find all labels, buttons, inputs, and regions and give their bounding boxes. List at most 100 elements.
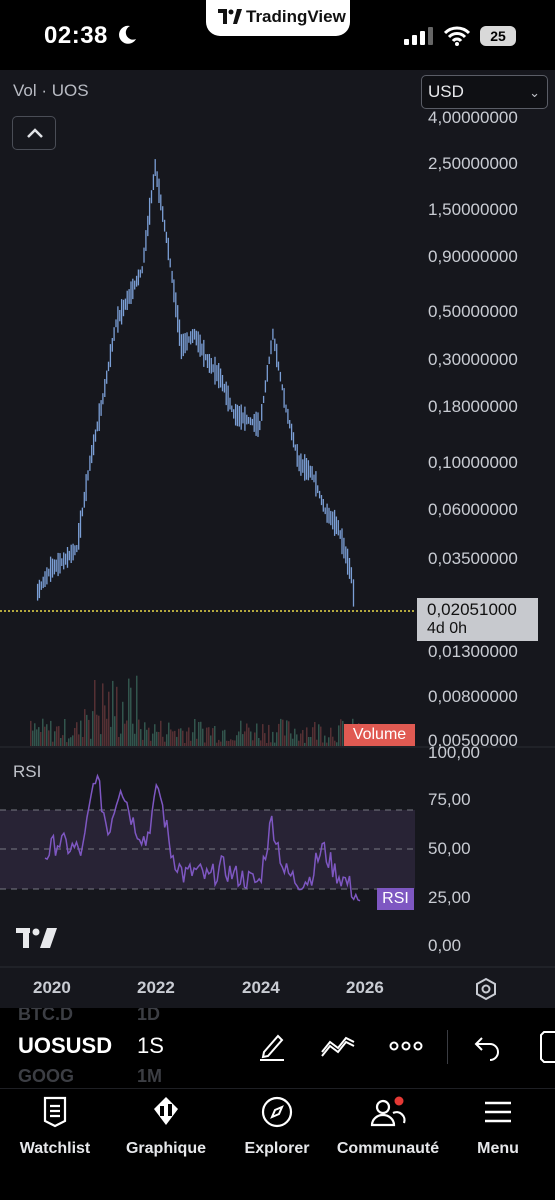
volume-bar bbox=[274, 742, 276, 746]
nav-graphique[interactable]: Graphique bbox=[116, 1095, 216, 1158]
volume-bar bbox=[36, 729, 38, 746]
chart-toolbar: BTC.D 1D UOSUSD 1S GOOG 1M bbox=[0, 1008, 555, 1088]
volume-bar bbox=[280, 718, 282, 746]
fullscreen-icon[interactable] bbox=[536, 1030, 555, 1064]
volume-bar bbox=[170, 729, 172, 746]
volume-bar bbox=[260, 740, 262, 746]
volume-bar bbox=[306, 727, 308, 746]
price-axis-label: 2,50000000 bbox=[428, 154, 518, 173]
volume-bar bbox=[46, 724, 48, 746]
volume-bar bbox=[254, 732, 256, 746]
volume-bar bbox=[278, 723, 280, 746]
volume-bar bbox=[296, 734, 298, 746]
tradingview-logo-icon bbox=[218, 9, 242, 24]
volume-bar bbox=[154, 724, 156, 746]
volume-bar bbox=[112, 680, 114, 746]
watchlist-icon bbox=[43, 1096, 67, 1128]
tradingview-name: TradingView bbox=[246, 7, 346, 26]
volume-bar bbox=[318, 724, 320, 746]
volume-bar bbox=[98, 715, 100, 746]
volume-bar bbox=[238, 731, 240, 746]
volume-bar bbox=[284, 735, 286, 746]
drawing-tool-icon[interactable] bbox=[256, 1030, 288, 1062]
chart-area[interactable]: Vol · UOS USD ⌄ 4,00000000 2,50000000 1,… bbox=[0, 70, 555, 1008]
volume-bar bbox=[300, 733, 302, 746]
volume-bar bbox=[62, 735, 64, 746]
volume-bar bbox=[210, 735, 212, 746]
tradingview-watermark-icon bbox=[16, 928, 57, 948]
volume-bar bbox=[316, 739, 318, 746]
chart-icon bbox=[154, 1097, 178, 1125]
price-axis-label: 4,00000000 bbox=[428, 108, 518, 127]
volume-bar bbox=[150, 740, 152, 746]
volume-bar bbox=[134, 733, 136, 746]
volume-bar bbox=[158, 732, 160, 746]
volume-bar bbox=[308, 737, 310, 746]
volume-bar bbox=[264, 733, 266, 746]
volume-bar bbox=[60, 738, 62, 746]
volume-bar bbox=[160, 720, 162, 746]
cellular-signal-icon bbox=[404, 27, 433, 45]
price-axis-label: 0,00800000 bbox=[428, 687, 518, 706]
nav-label: Graphique bbox=[125, 1140, 206, 1157]
volume-bar bbox=[146, 729, 148, 746]
price-chart[interactable] bbox=[0, 70, 555, 1008]
volume-bar bbox=[214, 726, 216, 746]
rsi-axis-label: 100,00 bbox=[428, 743, 480, 762]
current-price-tag: 0,02051000 4d 0h bbox=[417, 598, 538, 641]
volume-bar bbox=[176, 736, 178, 746]
volume-bar bbox=[208, 727, 210, 746]
volume-bar bbox=[270, 742, 272, 746]
volume-bar bbox=[166, 734, 168, 746]
volume-bar bbox=[58, 726, 60, 746]
volume-bar bbox=[178, 728, 180, 746]
volume-bar bbox=[250, 731, 252, 746]
volume-bar bbox=[38, 727, 40, 746]
nav-communaute[interactable]: Communauté bbox=[335, 1095, 441, 1158]
rsi-axis-label: 50,00 bbox=[428, 839, 471, 858]
volume-bar bbox=[140, 729, 142, 746]
nav-watchlist[interactable]: Watchlist bbox=[14, 1095, 96, 1158]
nav-menu[interactable]: Menu bbox=[470, 1095, 526, 1158]
volume-bar bbox=[240, 720, 242, 746]
current-price: 0,02051000 bbox=[427, 600, 517, 619]
nav-explorer[interactable]: Explorer bbox=[238, 1095, 316, 1158]
volume-bar bbox=[128, 678, 130, 746]
volume-bar bbox=[142, 739, 144, 746]
volume-bar bbox=[96, 714, 98, 746]
volume-bar bbox=[52, 741, 54, 746]
undo-icon[interactable] bbox=[472, 1030, 502, 1062]
nav-label: Communauté bbox=[336, 1140, 440, 1157]
tradingview-pill[interactable]: TradingView bbox=[206, 0, 350, 36]
volume-bar bbox=[152, 733, 154, 746]
menu-icon bbox=[485, 1101, 511, 1123]
volume-bar bbox=[314, 722, 316, 746]
volume-bar bbox=[102, 683, 104, 746]
price-axis-label: 0,10000000 bbox=[428, 453, 518, 472]
volume-bar bbox=[174, 730, 176, 746]
ghost-symbol-above: BTC.D bbox=[18, 1008, 73, 1024]
volume-bar bbox=[122, 701, 124, 746]
interval-selector[interactable]: 1S bbox=[137, 1033, 164, 1058]
symbol-selector[interactable]: UOSUSD bbox=[18, 1033, 113, 1058]
volume-bar bbox=[298, 740, 300, 746]
price-series bbox=[36, 159, 355, 607]
time-axis-label: 2022 bbox=[137, 978, 175, 997]
volume-bar bbox=[276, 732, 278, 746]
volume-bar bbox=[268, 724, 270, 746]
collapse-button[interactable] bbox=[12, 116, 56, 150]
chart-settings-icon[interactable] bbox=[474, 977, 498, 1001]
volume-bar bbox=[126, 720, 128, 746]
volume-bar bbox=[304, 742, 306, 746]
time-axis-label: 2020 bbox=[33, 978, 71, 997]
price-axis-label: 0,50000000 bbox=[428, 302, 518, 321]
volume-bar bbox=[246, 723, 248, 746]
currency-select[interactable]: USD ⌄ bbox=[421, 75, 548, 109]
indicators-icon[interactable] bbox=[320, 1030, 356, 1062]
volume-bar bbox=[88, 719, 90, 746]
volume-bar bbox=[334, 740, 336, 746]
volume-bar bbox=[30, 720, 32, 746]
volume-bar bbox=[322, 742, 324, 746]
volume-bar bbox=[68, 738, 70, 746]
more-options-icon[interactable] bbox=[388, 1030, 424, 1062]
